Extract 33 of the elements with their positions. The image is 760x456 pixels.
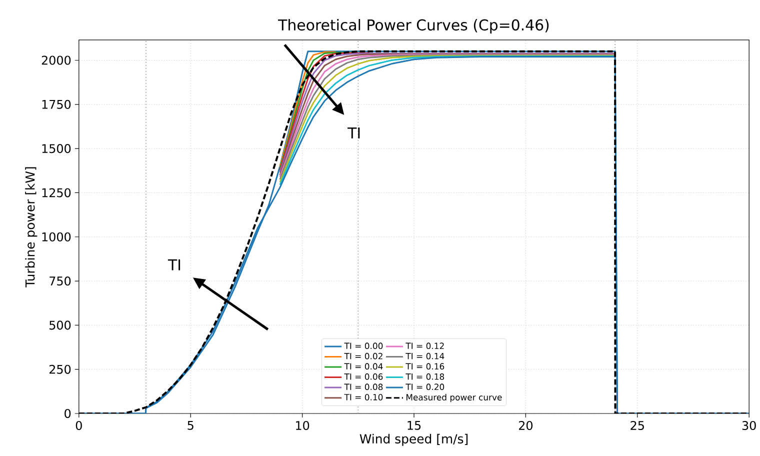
annotation: TI	[348, 127, 360, 138]
legend-label: TI = 0.04	[344, 362, 383, 370]
x-axis-title: Wind speed [m/s]	[360, 434, 468, 446]
legend-label: TI = 0.02	[344, 352, 382, 360]
x-tick-label: 0	[76, 420, 82, 430]
y-tick-label: 0	[64, 408, 71, 418]
legend-label: TI = 0.08	[344, 383, 383, 390]
legend-label: TI = 0.20	[406, 383, 444, 390]
annotation: TI	[168, 259, 180, 270]
y-tick-label: 500	[50, 320, 71, 330]
y-tick-label: 2000	[42, 56, 71, 65]
legend-label: TI = 0.06	[344, 373, 383, 380]
y-tick-label: 250	[49, 364, 71, 374]
y-tick-label: 750	[50, 276, 71, 286]
y-axis-title: Turbine power [kW]	[25, 167, 38, 288]
legend-label: TI = 0.14	[406, 352, 444, 360]
y-tick-label: 1250	[42, 188, 71, 198]
y-tick-label: 1000	[42, 232, 71, 242]
legend-label: TI = 0.12	[406, 342, 444, 349]
x-tick-label: 5	[188, 420, 194, 430]
y-tick-label: 1750	[42, 100, 71, 109]
legend-label: Measured power curve	[406, 394, 502, 402]
y-tick-label: 1500	[42, 144, 71, 153]
x-tick-label: 30	[742, 420, 756, 430]
legend-label: TI = 0.10	[344, 394, 383, 400]
x-tick-label: 15	[408, 420, 421, 430]
legend-label: TI = 0.00	[344, 342, 383, 349]
chart-title: Theoretical Power Curves (Cp=0.46)	[278, 18, 549, 34]
x-tick-label: 25	[630, 420, 644, 430]
legend-label: TI = 0.16	[406, 362, 444, 370]
x-tick-label: 10	[296, 420, 310, 430]
x-tick-label: 20	[518, 420, 532, 430]
legend-label: TI = 0.18	[406, 373, 444, 380]
